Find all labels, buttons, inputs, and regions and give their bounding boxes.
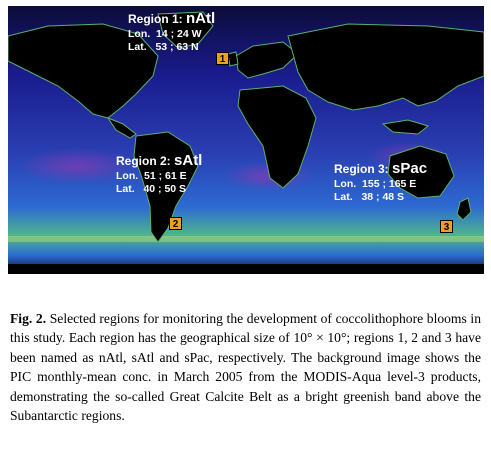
new-zealand-landmass <box>456 197 472 221</box>
greenland-landmass <box>157 11 214 49</box>
region-1-lon-label: Lon. <box>128 28 151 40</box>
figure-label: Fig. 2. <box>10 311 47 326</box>
asia-landmass <box>287 23 484 111</box>
region-3-name: sPac <box>392 160 428 177</box>
region-1-marker: 1 <box>216 52 229 65</box>
antarctica-landmass <box>8 264 484 274</box>
central-america-landmass <box>106 116 137 139</box>
pic-concentration-map: Region 1: nAtl Lon. 14 ; 24 W Lat. 53 ; … <box>8 6 484 274</box>
region-2-label: Region 2: sAtl Lon. 51 ; 61 E Lat. 40 ; … <box>116 152 202 195</box>
europe-landmass <box>235 41 299 79</box>
region-3-label: Region 3: sPac Lon. 155 ; 165 E Lat. 38 … <box>334 160 427 203</box>
region-2-marker: 2 <box>169 217 182 230</box>
region-3-title: Region 3: <box>334 162 389 176</box>
region-2-title: Region 2: <box>116 154 171 168</box>
africa-landmass <box>237 85 317 189</box>
region-3-marker: 3 <box>440 220 453 233</box>
world-map <box>8 6 484 274</box>
north-america-landmass <box>8 23 159 119</box>
region-3-lon-label: Lon. <box>334 178 357 190</box>
region-1-lat-label: Lat. <box>128 40 147 53</box>
region-3-lat-value: 38 ; 48 S <box>361 190 405 203</box>
region-2-lon-label: Lon. <box>116 170 139 182</box>
figure-caption: Fig. 2. Selected regions for monitoring … <box>10 309 481 425</box>
region-1-lon-value: 14 ; 24 W <box>156 28 202 40</box>
region-3-lon-value: 155 ; 165 E <box>362 178 417 190</box>
calcite-belt <box>8 236 484 242</box>
australia-landmass <box>387 145 455 199</box>
ocean-tint <box>18 148 138 184</box>
south-america-landmass <box>133 131 199 243</box>
caption-text: Selected regions for monitoring the deve… <box>10 311 481 424</box>
region-3-lat-label: Lat. <box>334 190 353 203</box>
region-1-title: Region 1: <box>128 12 183 26</box>
region-2-lat-label: Lat. <box>116 182 135 195</box>
region-1-label: Region 1: nAtl Lon. 14 ; 24 W Lat. 53 ; … <box>128 10 215 53</box>
british-isles-landmass <box>227 51 239 67</box>
region-2-name: sAtl <box>174 152 203 169</box>
region-1-lat-value: 53 ; 63 N <box>155 40 199 53</box>
region-2-lon-value: 51 ; 61 E <box>144 170 187 182</box>
region-1-name: nAtl <box>186 10 216 27</box>
region-2-lat-value: 40 ; 50 S <box>143 182 187 195</box>
indonesia-landmass <box>381 119 430 135</box>
